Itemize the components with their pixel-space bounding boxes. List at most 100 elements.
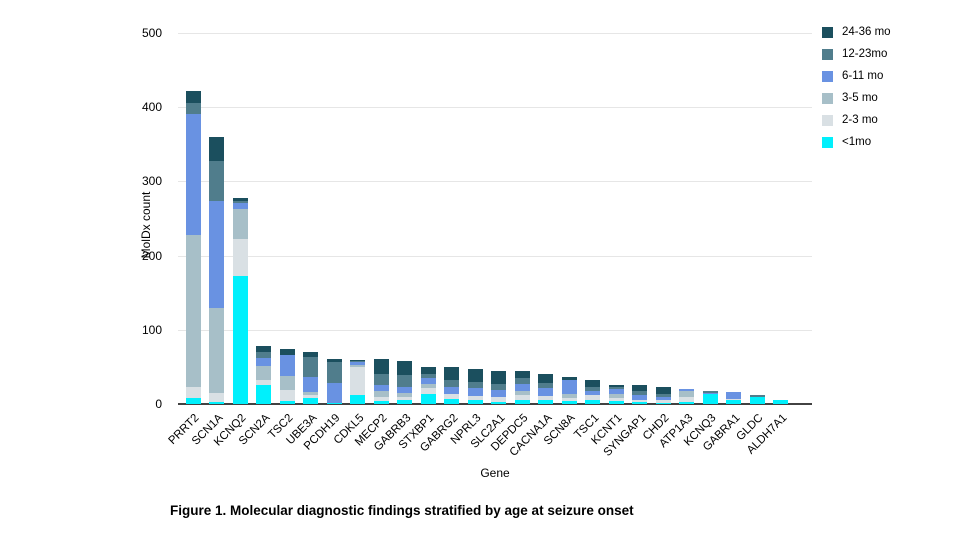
bar-segment <box>373 359 389 374</box>
legend-label: 24-36 mo <box>842 26 891 38</box>
bar-segment <box>185 398 201 404</box>
bar-segment <box>679 401 694 404</box>
bar-segment <box>491 401 506 404</box>
x-axis-line <box>178 403 812 405</box>
legend-item: 3-5 mo <box>822 92 891 104</box>
bar-segment <box>397 397 412 401</box>
bar-SLC2A1 <box>491 33 506 404</box>
bar-segment <box>232 208 248 239</box>
bar-segment <box>185 386 201 399</box>
bar-segment <box>350 360 365 363</box>
bar-segment <box>209 392 224 402</box>
bar-KCNQ3 <box>702 33 718 404</box>
bar-segment <box>326 361 342 384</box>
bar-segment <box>420 373 436 379</box>
bar-segment <box>655 400 671 403</box>
bar-segment <box>444 398 459 404</box>
bar-segment <box>585 395 600 401</box>
bar-segment <box>632 391 647 396</box>
bar-segment <box>350 359 365 361</box>
bar-segment <box>491 383 506 390</box>
bar-segment <box>585 391 600 396</box>
bar-segment <box>702 393 718 404</box>
bar-segment <box>773 400 788 404</box>
bar-STXBP1 <box>420 33 436 404</box>
bar-segment <box>561 401 577 404</box>
bar-segment <box>608 393 624 399</box>
bar-segment <box>420 387 436 394</box>
bar-segment <box>702 392 718 394</box>
bar-segment <box>397 392 412 398</box>
bar-segment <box>538 373 553 384</box>
bar-segment <box>538 395 553 400</box>
bar-segment <box>608 384 624 387</box>
bar-segment <box>585 386 600 392</box>
bar-segment <box>726 392 741 399</box>
bar-segment <box>256 346 271 353</box>
bar-segment <box>632 399 647 402</box>
bar-segment <box>608 398 624 402</box>
bar-TSC2 <box>279 33 295 404</box>
bar-segment <box>209 160 224 202</box>
bar-CDKL5 <box>350 33 365 404</box>
bar-segment <box>209 136 224 161</box>
legend-label: <1mo <box>842 136 872 148</box>
bar-segment <box>514 383 530 392</box>
bar-segment <box>373 396 389 402</box>
x-axis-title: Gene <box>480 466 510 480</box>
bar-segment <box>185 90 201 103</box>
bar-segment <box>256 352 271 358</box>
bar-segment <box>326 402 342 404</box>
bar-segment <box>209 401 224 404</box>
bar-segment <box>491 370 506 384</box>
bar-segment <box>350 366 365 396</box>
bar-SYNGAP1 <box>632 33 647 404</box>
bar-segment <box>209 307 224 393</box>
bar-segment <box>373 384 389 392</box>
gridline <box>178 329 812 331</box>
bar-segment <box>397 386 412 393</box>
bar-segment <box>232 200 248 203</box>
bar-segment <box>232 275 248 404</box>
bar-segment <box>655 386 671 394</box>
bar-segment <box>420 378 436 384</box>
gridline <box>178 107 812 109</box>
y-tick-label: 200 <box>141 248 162 263</box>
bar-segment <box>350 365 365 367</box>
bar-segment <box>514 391 530 396</box>
bar-segment <box>279 355 295 376</box>
bar-GLDC <box>749 33 765 404</box>
gridline <box>178 33 812 34</box>
legend-label: 6-11 mo <box>842 70 884 82</box>
bar-segment <box>491 396 506 402</box>
bar-segment <box>655 402 671 404</box>
bar-segment <box>632 401 647 404</box>
bar-segment <box>467 400 483 404</box>
bar-segment <box>467 388 483 396</box>
bar-segment <box>420 366 436 374</box>
bar-segment <box>397 375 412 387</box>
bar-SCN8A <box>561 33 577 404</box>
bar-segment <box>232 202 248 209</box>
bar-segment <box>679 390 694 398</box>
bar-segment <box>373 391 389 397</box>
bar-segment <box>702 391 718 393</box>
gridline <box>178 181 812 183</box>
legend-swatch-icon <box>822 136 833 148</box>
bar-KCNQ2 <box>232 33 248 404</box>
bar-segment <box>679 397 694 402</box>
bar-segment <box>467 369 483 382</box>
bar-CHD2 <box>655 33 671 404</box>
legend-swatch-icon <box>822 114 833 126</box>
bar-GABRB3 <box>397 33 412 404</box>
bar-segment <box>538 388 553 396</box>
legend-item: 2-3 mo <box>822 114 891 126</box>
y-tick-label: 400 <box>141 100 162 115</box>
bar-segment <box>561 394 577 399</box>
bar-segment <box>749 395 765 398</box>
bar-MECP2 <box>373 33 389 404</box>
bar-segment <box>256 385 271 404</box>
bar-segment <box>608 386 624 390</box>
bar-ALDH7A1 <box>773 33 788 404</box>
